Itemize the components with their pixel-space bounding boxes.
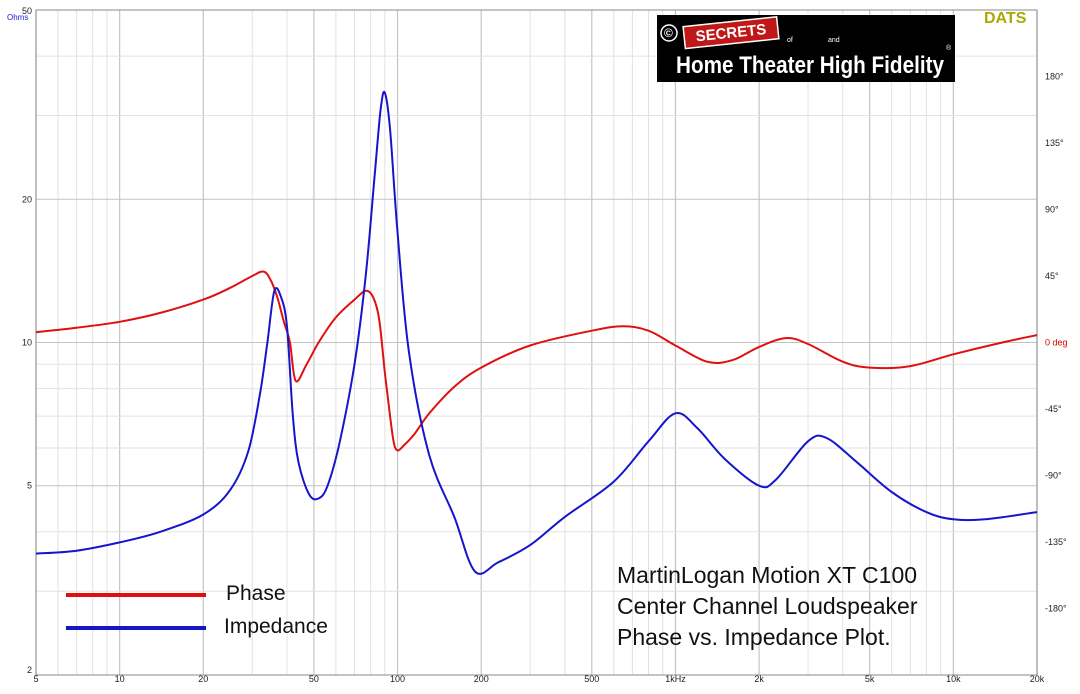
- x-tick-label: 10k: [946, 674, 961, 684]
- x-tick-label: 200: [474, 674, 489, 684]
- annotation-line-3: Phase vs. Impedance Plot.: [617, 624, 891, 650]
- y-left-tick-label: 5: [27, 481, 32, 491]
- legend-phase-label: Phase: [226, 582, 286, 605]
- y-axis-left-unit: Ohms: [7, 13, 28, 22]
- series-line-impedance: [35, 90, 1038, 575]
- logo-of: of: [787, 37, 793, 44]
- secrets-logo: © SECRETS of and Home Theater High Fidel…: [657, 15, 955, 82]
- y-right-tick-label: 45°: [1045, 271, 1059, 281]
- y-right-tick-label: 180°: [1045, 72, 1064, 82]
- y-axis-left-ticks: Ohms 50 20 10 5 2: [7, 6, 32, 675]
- y-right-tick-label: -135°: [1045, 537, 1067, 547]
- y-axis-right-ticks: 180° 135° 90° 45° 0 deg -45° -90° -135° -180°: [1045, 72, 1068, 614]
- plot-frame: [35, 9, 1038, 676]
- x-tick-label: 1kHz: [665, 674, 686, 684]
- series-line-phase: [35, 270, 1038, 452]
- x-tick-label: 5: [33, 674, 38, 684]
- x-axis-ticks: 5 10 20 50 100 200 500 1kHz 2k 5k 10k 20k: [33, 674, 1044, 684]
- y-left-tick-label: 10: [22, 338, 32, 348]
- chart-annotation: MartinLogan Motion XT C100 Center Channe…: [617, 562, 918, 650]
- x-tick-label: 20k: [1030, 674, 1045, 684]
- y-left-tick-label: 20: [22, 194, 32, 204]
- x-tick-label: 50: [309, 674, 319, 684]
- x-tick-label: 500: [584, 674, 599, 684]
- logo-copyright: ©: [664, 26, 673, 40]
- y-right-tick-label: 135°: [1045, 138, 1064, 148]
- series-group: [35, 90, 1038, 575]
- legend-impedance-label: Impedance: [224, 615, 328, 638]
- legend: Phase Impedance: [66, 582, 328, 638]
- x-tick-label: 5k: [865, 674, 875, 684]
- y-right-tick-label: -180°: [1045, 604, 1067, 614]
- x-tick-label: 100: [390, 674, 405, 684]
- annotation-line-1: MartinLogan Motion XT C100: [617, 562, 917, 588]
- logo-registered: ®: [946, 44, 952, 52]
- x-tick-label: 20: [198, 674, 208, 684]
- plot-border: [35, 9, 1038, 676]
- y-right-tick-label: -45°: [1045, 404, 1062, 414]
- logo-main: Home Theater High Fidelity: [676, 52, 945, 79]
- logo-and: and: [828, 37, 840, 44]
- y-right-tick-label: 0 deg: [1045, 338, 1068, 348]
- x-tick-label: 10: [115, 674, 125, 684]
- y-right-tick-label: -90°: [1045, 471, 1062, 481]
- dats-watermark: DATS: [984, 10, 1027, 27]
- x-tick-label: 2k: [754, 674, 764, 684]
- y-left-tick-label: 50: [22, 6, 32, 16]
- y-left-tick-label: 2: [27, 665, 32, 675]
- y-right-tick-label: 90°: [1045, 205, 1059, 215]
- annotation-line-2: Center Channel Loudspeaker: [617, 593, 918, 619]
